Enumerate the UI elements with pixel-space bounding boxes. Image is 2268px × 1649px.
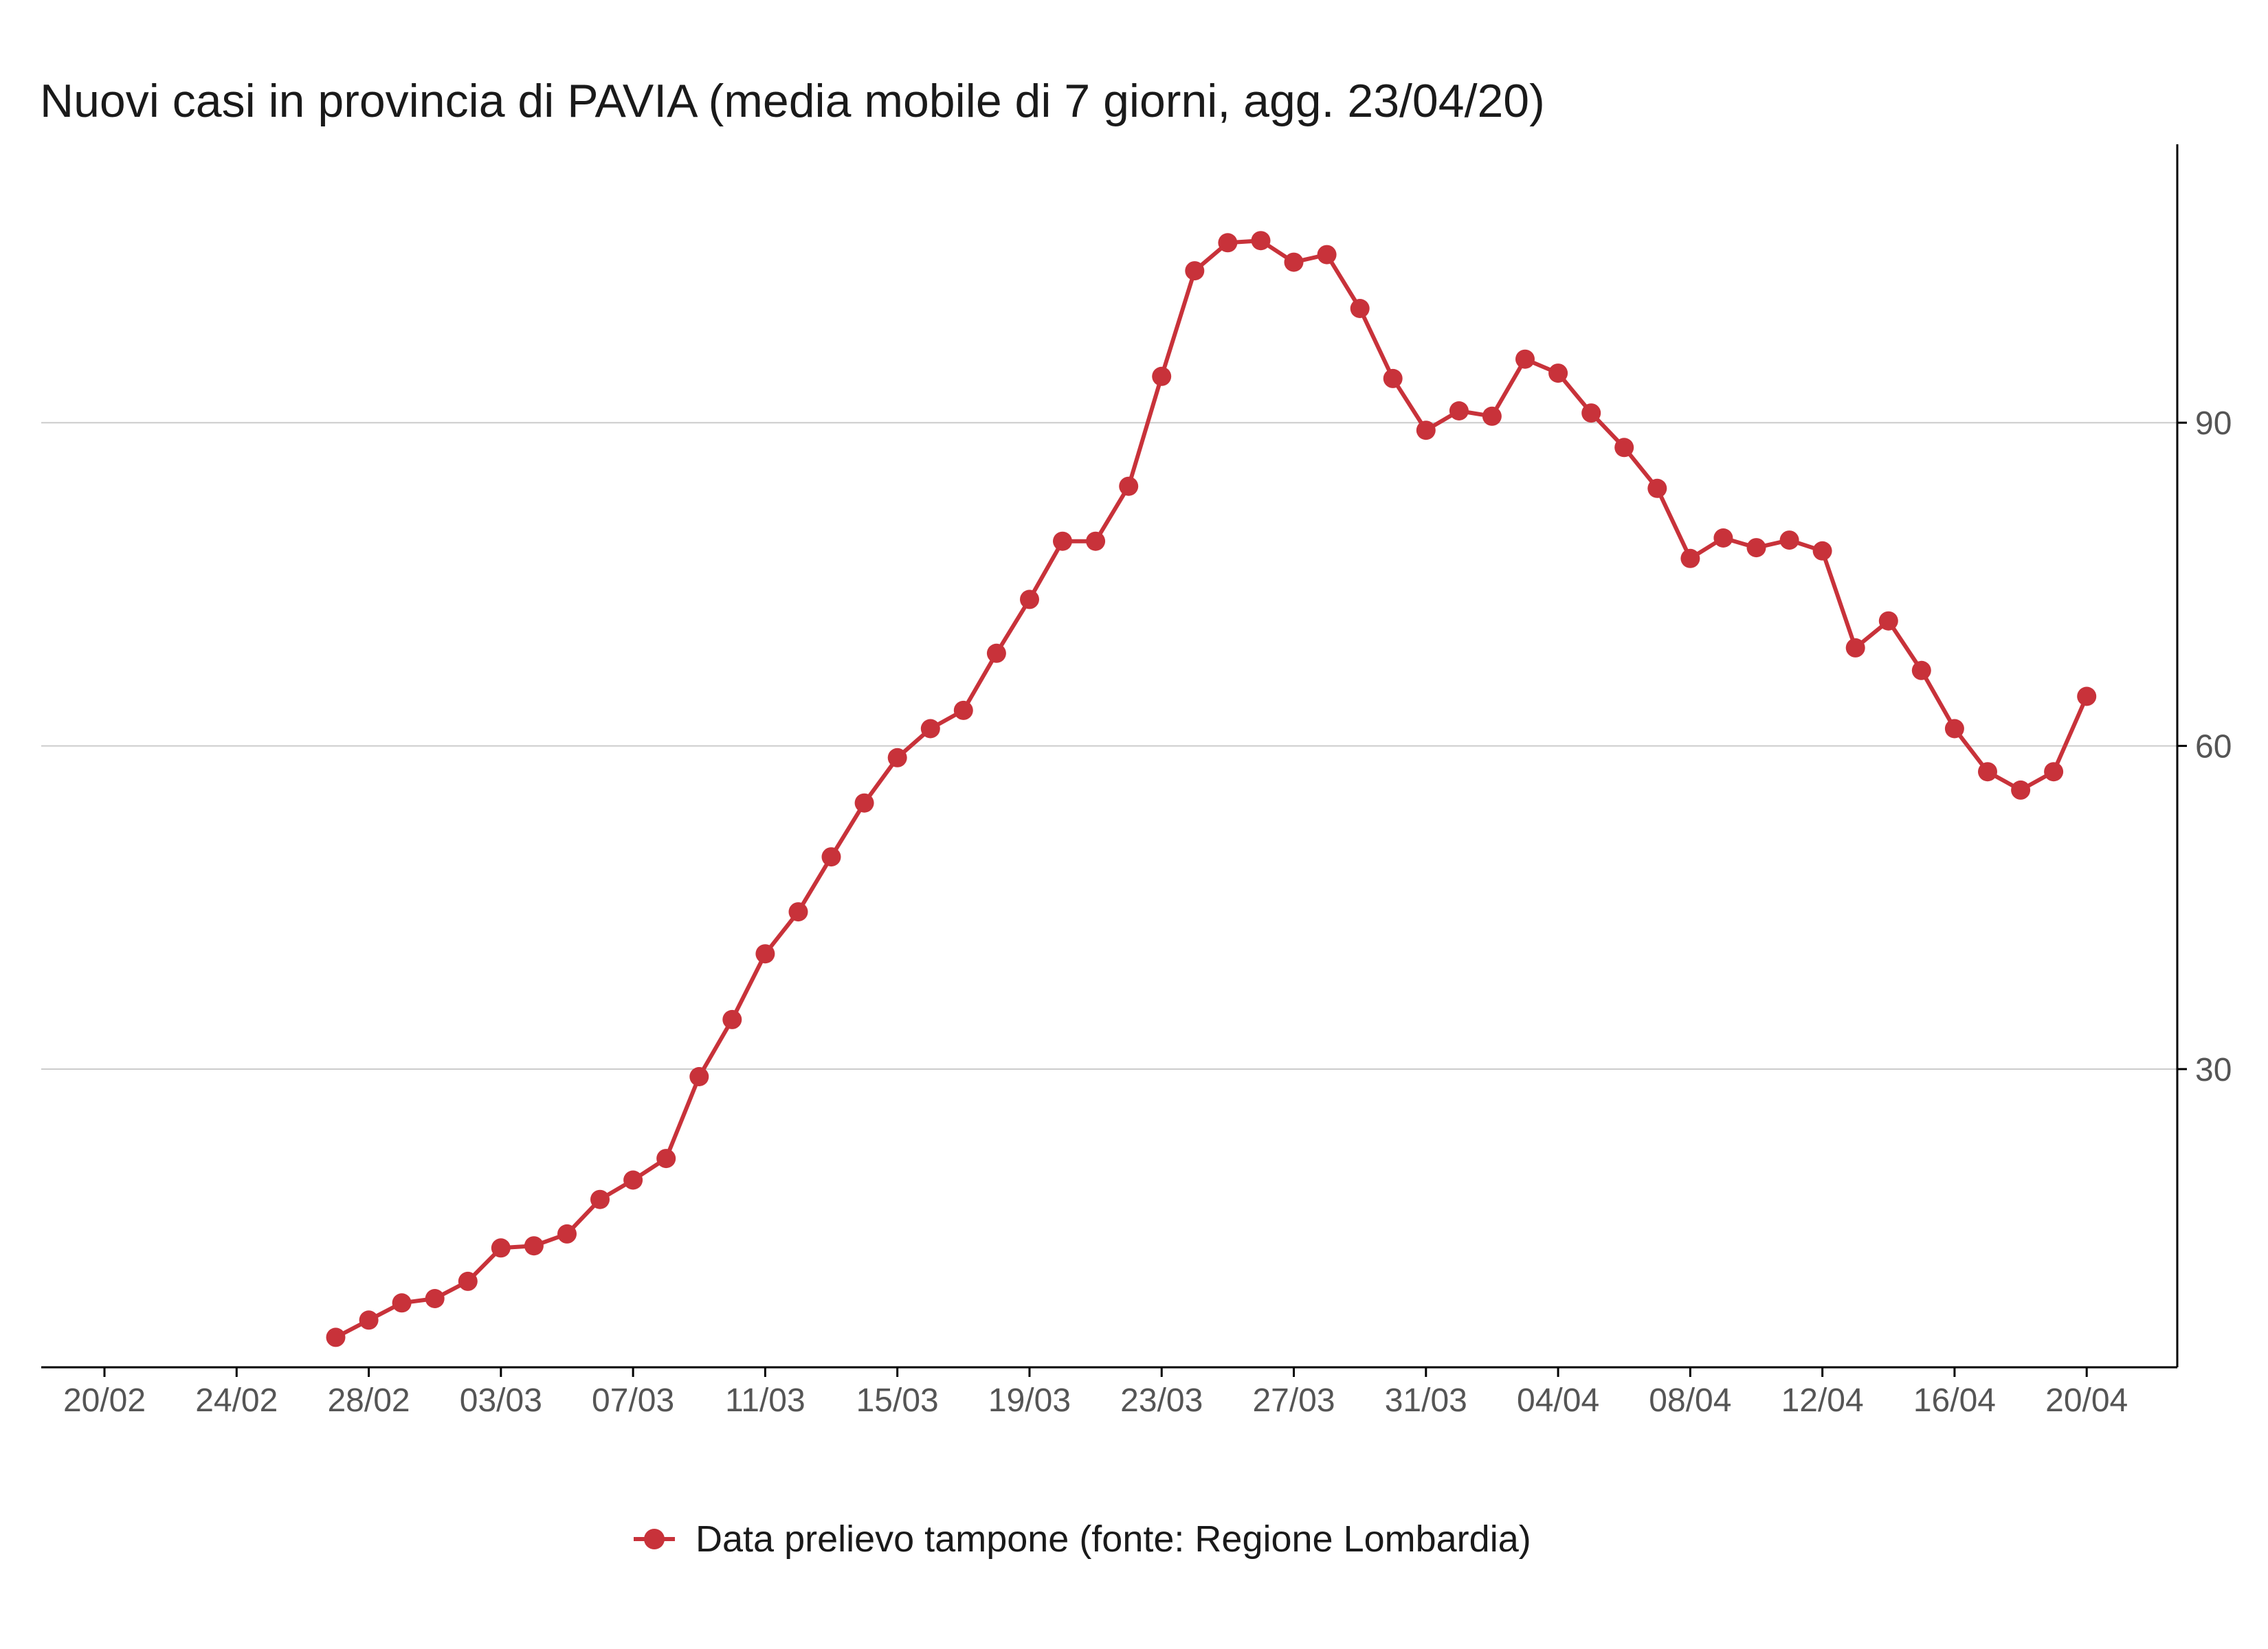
- data-point: [1614, 438, 1634, 458]
- grid-lines: [41, 422, 2177, 1070]
- data-point: [524, 1236, 544, 1256]
- data-point: [1317, 245, 1337, 265]
- x-tick-label: 20/02: [63, 1382, 146, 1419]
- data-point: [2011, 780, 2031, 800]
- data-point: [326, 1327, 346, 1347]
- y-tick-label: 90: [2195, 405, 2232, 442]
- data-point: [1680, 548, 1700, 568]
- data-point: [1779, 530, 1799, 550]
- x-tick-label: 24/02: [195, 1382, 278, 1419]
- data-point: [1185, 261, 1205, 281]
- data-point: [1812, 541, 1832, 561]
- y-tick-label: 60: [2195, 729, 2232, 765]
- data-point: [2044, 762, 2064, 782]
- data-points: [326, 231, 2097, 1347]
- x-tick-label: 20/04: [2045, 1382, 2128, 1419]
- x-tick-label: 23/03: [1120, 1382, 1203, 1419]
- data-point: [1350, 299, 1370, 318]
- data-point: [1911, 660, 1931, 680]
- x-tick-label: 19/03: [988, 1382, 1071, 1419]
- data-point: [1416, 420, 1436, 440]
- data-point: [1119, 476, 1139, 496]
- x-tick-label: 15/03: [856, 1382, 939, 1419]
- series-line: [335, 238, 2089, 1340]
- chart-title: Nuovi casi in provincia di PAVIA (media …: [40, 75, 1545, 127]
- data-point: [1053, 531, 1072, 551]
- data-point: [1746, 538, 1766, 558]
- data-point: [656, 1149, 676, 1169]
- data-point: [1515, 349, 1535, 369]
- axes: 30 60 90 20/02 24/02 28/02 03/03 07/03 11/03 15/0…: [41, 144, 2232, 1419]
- data-point: [986, 643, 1006, 663]
- data-point: [590, 1189, 610, 1209]
- data-point: [1482, 406, 1502, 426]
- data-point: [1284, 252, 1304, 272]
- x-tick-label: 31/03: [1385, 1382, 1467, 1419]
- data-point: [1944, 719, 1964, 739]
- legend-point-marker: [644, 1529, 665, 1549]
- data-point: [557, 1224, 577, 1244]
- data-point: [1218, 233, 1238, 253]
- data-point: [722, 1009, 742, 1029]
- x-tick-label: 11/03: [725, 1382, 805, 1419]
- data-point: [689, 1067, 709, 1086]
- data-point: [821, 847, 841, 867]
- data-point: [491, 1238, 511, 1258]
- x-tick-label: 07/03: [592, 1382, 674, 1419]
- y-tick-label: 30: [2195, 1052, 2232, 1088]
- data-point: [1449, 401, 1469, 420]
- data-point: [425, 1289, 445, 1308]
- data-point: [920, 719, 940, 739]
- data-point: [1251, 231, 1271, 251]
- x-tick-label: 27/03: [1252, 1382, 1335, 1419]
- x-tick-label: 08/04: [1649, 1382, 1731, 1419]
- data-point: [788, 902, 808, 922]
- data-point: [755, 944, 775, 964]
- data-point: [1878, 611, 1898, 631]
- x-tick-label: 28/02: [327, 1382, 410, 1419]
- x-tick-label: 12/04: [1781, 1382, 1864, 1419]
- x-tick-label: 03/03: [460, 1382, 542, 1419]
- x-tick-label: 04/04: [1517, 1382, 1599, 1419]
- data-point: [1978, 762, 1997, 782]
- x-tick-label: 16/04: [1913, 1382, 1996, 1419]
- data-point: [1086, 531, 1106, 551]
- data-point: [458, 1271, 478, 1291]
- data-point: [392, 1293, 412, 1313]
- data-point: [1152, 366, 1172, 386]
- legend: Data prelievo tampone (fonte: Regione Lo…: [634, 1518, 1531, 1560]
- data-point: [1647, 478, 1667, 498]
- data-point: [1845, 638, 1865, 658]
- data-point: [887, 748, 907, 767]
- data-point: [1548, 363, 1568, 383]
- data-point: [1020, 590, 1039, 609]
- data-point: [1713, 528, 1733, 548]
- data-point: [854, 793, 874, 813]
- data-point: [2077, 686, 2097, 706]
- data-point: [1383, 368, 1403, 388]
- data-point: [1581, 403, 1601, 423]
- series-line-layer: [335, 238, 2089, 1340]
- data-point: [359, 1310, 379, 1330]
- legend-label: Data prelievo tampone (fonte: Regione Lo…: [696, 1518, 1531, 1560]
- data-point: [623, 1170, 643, 1190]
- data-point: [953, 700, 973, 720]
